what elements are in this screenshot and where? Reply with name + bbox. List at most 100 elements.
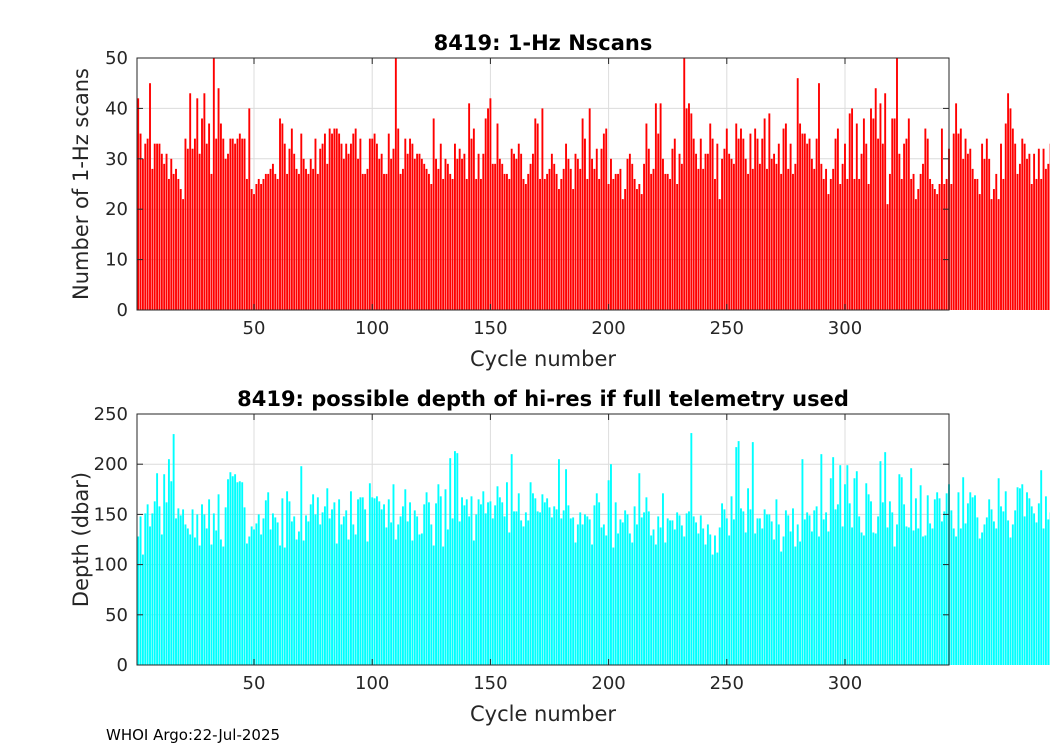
- bar: [314, 514, 317, 665]
- bar: [943, 184, 946, 310]
- bar: [269, 168, 272, 310]
- bar: [574, 153, 577, 310]
- bar: [676, 512, 679, 665]
- bar: [432, 118, 435, 310]
- bar: [808, 138, 811, 310]
- bar: [193, 138, 196, 310]
- bar: [208, 499, 211, 665]
- x-axis-label: Cycle number: [470, 702, 616, 726]
- bar: [229, 472, 232, 665]
- bar: [936, 194, 939, 310]
- bar: [182, 199, 185, 310]
- bar: [387, 133, 390, 310]
- bar: [763, 509, 766, 665]
- x-tick-label: 200: [591, 673, 625, 694]
- bar: [818, 83, 820, 310]
- bar: [680, 525, 683, 665]
- bar: [695, 153, 698, 310]
- bar: [1040, 178, 1043, 310]
- bar: [565, 143, 567, 310]
- bar: [541, 494, 544, 665]
- bar: [409, 138, 411, 310]
- bar: [860, 153, 863, 310]
- bar: [163, 474, 166, 665]
- bar: [354, 128, 357, 310]
- bar: [595, 148, 598, 310]
- bar: [480, 178, 482, 310]
- bar: [335, 543, 338, 665]
- bar: [267, 492, 270, 665]
- bar: [371, 497, 374, 665]
- bar: [532, 493, 534, 665]
- bar: [725, 518, 728, 665]
- bar: [300, 466, 303, 665]
- bar: [751, 168, 754, 310]
- bar: [340, 143, 343, 310]
- bar: [175, 168, 177, 310]
- bar: [529, 482, 532, 665]
- bar: [704, 544, 707, 665]
- bar: [969, 148, 972, 310]
- bar: [548, 168, 551, 310]
- bar: [995, 173, 998, 310]
- y-tick-label: 200: [94, 454, 128, 475]
- bar: [295, 168, 298, 310]
- bar: [359, 138, 362, 310]
- bar: [442, 178, 445, 310]
- bar: [279, 118, 281, 310]
- bar: [253, 194, 255, 310]
- bar: [697, 168, 700, 310]
- bar: [950, 184, 953, 310]
- bar: [888, 173, 891, 310]
- bar: [858, 178, 861, 310]
- bar: [704, 153, 707, 310]
- bar: [1021, 484, 1024, 665]
- bar: [981, 532, 984, 665]
- bar: [643, 163, 645, 310]
- bar: [560, 518, 563, 665]
- bar: [761, 528, 764, 665]
- y-tick-label: 0: [117, 300, 128, 321]
- bar: [319, 148, 322, 310]
- bar: [361, 173, 364, 310]
- bar: [345, 510, 348, 665]
- x-tick-label: 100: [355, 318, 389, 339]
- bar: [647, 511, 650, 665]
- bar: [654, 103, 657, 310]
- bar: [926, 495, 929, 665]
- bar: [1009, 108, 1012, 311]
- bar: [803, 519, 806, 665]
- bar: [995, 528, 998, 665]
- bar: [612, 547, 615, 665]
- bar: [444, 489, 447, 665]
- bar: [1011, 128, 1014, 310]
- bar: [971, 497, 974, 665]
- bar: [295, 539, 298, 665]
- bar: [373, 498, 376, 665]
- bar: [399, 516, 402, 665]
- bar: [390, 158, 393, 310]
- bar: [1028, 153, 1031, 310]
- bar: [361, 497, 364, 665]
- bar: [751, 442, 754, 665]
- bar: [262, 178, 265, 310]
- bar: [598, 178, 601, 310]
- bar: [404, 138, 407, 310]
- bar: [191, 148, 194, 310]
- bar: [692, 138, 695, 310]
- top-chart: 50 100 150 200 250 300 0 10 20 30 40 50 8419: 1-Hz N…: [69, 31, 1050, 371]
- bar: [565, 469, 567, 665]
- bar: [288, 501, 291, 665]
- bar: [245, 543, 248, 665]
- bar: [829, 178, 832, 310]
- bar: [671, 520, 674, 665]
- bar: [562, 168, 565, 310]
- bar: [912, 173, 915, 310]
- bar: [718, 199, 721, 310]
- bar: [1030, 506, 1033, 665]
- bar: [1023, 143, 1026, 310]
- bar: [820, 163, 823, 310]
- bar: [898, 153, 901, 310]
- bar: [1047, 519, 1050, 665]
- bar: [383, 173, 385, 310]
